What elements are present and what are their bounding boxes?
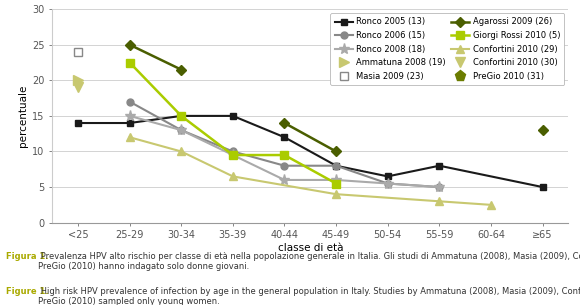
Text: Figure 1.: Figure 1. xyxy=(6,287,48,296)
Text: Prevalenza HPV alto rischio per classe di età nella popolazione generale in Ital: Prevalenza HPV alto rischio per classe d… xyxy=(38,252,580,271)
Y-axis label: percentuale: percentuale xyxy=(18,85,28,147)
X-axis label: classe di età: classe di età xyxy=(278,243,343,253)
Text: Figura 1.: Figura 1. xyxy=(6,252,48,261)
Legend: Ronco 2005 (13), Ronco 2006 (15), Ronco 2008 (18), Ammatuna 2008 (19), Masia 200: Ronco 2005 (13), Ronco 2006 (15), Ronco … xyxy=(331,13,564,85)
Text: High risk HPV prevalence of infection by age in the general population in Italy.: High risk HPV prevalence of infection by… xyxy=(38,287,580,305)
